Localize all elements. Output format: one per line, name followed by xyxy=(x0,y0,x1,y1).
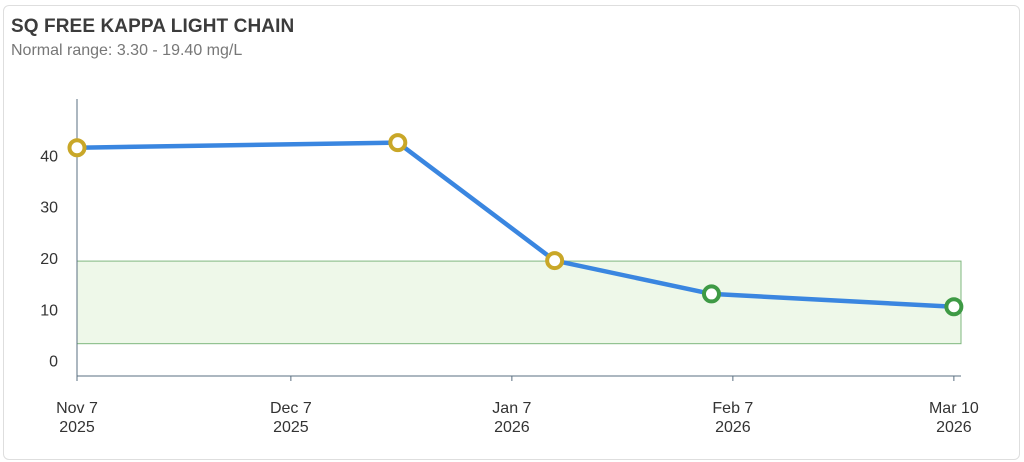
x-tick-label-year: 2026 xyxy=(494,419,530,436)
data-point-abnormal xyxy=(388,133,408,153)
x-axis-ticks: Nov 7 2025 Dec 7 2025 Jan 7 2026 Feb 7 2026 Mar … xyxy=(56,376,979,436)
x-tick-label-month: Dec 7 xyxy=(270,400,312,417)
x-tick-label-month: Mar 10 xyxy=(929,400,979,417)
x-tick-label-year: 2025 xyxy=(59,419,95,436)
data-point-abnormal xyxy=(67,138,87,158)
x-tick-label-month: Nov 7 xyxy=(56,400,98,417)
x-tick-label-year: 2026 xyxy=(715,419,751,436)
data-point-abnormal xyxy=(545,251,565,271)
data-point-markers xyxy=(67,133,964,317)
y-axis-ticks: 0 10 20 30 40 xyxy=(40,148,58,370)
x-tick-label-month: Jan 7 xyxy=(492,400,531,417)
y-tick-label: 20 xyxy=(40,251,58,268)
chart-header: SQ FREE KAPPA LIGHT CHAIN Normal range: … xyxy=(11,16,294,60)
y-tick-label: 0 xyxy=(49,354,58,371)
x-tick-label-month: Feb 7 xyxy=(712,400,753,417)
y-tick-label: 10 xyxy=(40,302,58,319)
x-tick-label-year: 2025 xyxy=(273,419,309,436)
y-tick-label: 30 xyxy=(40,200,58,217)
data-point-normal xyxy=(944,297,964,317)
lab-result-card xyxy=(3,5,1020,460)
chart-title: SQ FREE KAPPA LIGHT CHAIN xyxy=(11,16,295,37)
normal-range-band xyxy=(76,260,962,345)
normal-range-subtitle: Normal range: 3.30 - 19.40 mg/L xyxy=(11,42,243,59)
x-tick-label-year: 2026 xyxy=(936,419,972,436)
data-point-normal xyxy=(701,284,721,304)
y-tick-label: 40 xyxy=(40,148,58,165)
